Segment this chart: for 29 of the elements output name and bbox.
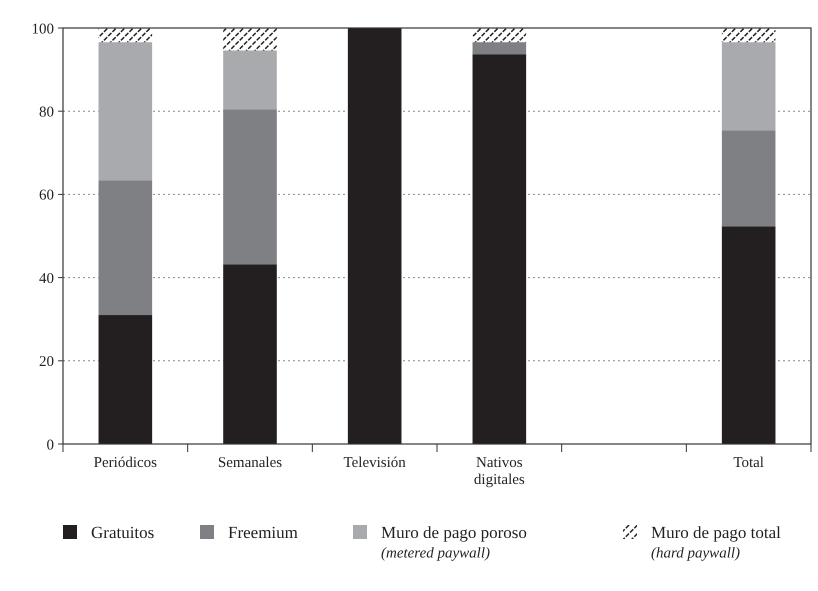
y-tick-label: 60: [39, 188, 54, 204]
y-tick-label: 20: [39, 354, 54, 370]
bar: [472, 42, 526, 54]
legend-label: Muro de pago total (hard paywall): [651, 522, 782, 562]
bar: [472, 54, 526, 444]
y-tick-label: 100: [32, 21, 54, 38]
y-tick-label: 0: [46, 437, 54, 454]
x-tick-label: Total: [733, 455, 764, 471]
legend-label: Muro de pago poroso (metered paywall): [381, 522, 527, 562]
bar: [722, 130, 776, 226]
bar: [223, 50, 277, 110]
bar: [722, 42, 776, 130]
bar: [98, 315, 152, 444]
bar: [472, 28, 526, 42]
legend-label: Freemium: [228, 522, 298, 542]
x-tick-label: Semanales: [218, 455, 282, 471]
x-tick-label: Televisión: [344, 455, 406, 471]
y-tick-label: 40: [39, 270, 54, 287]
bar: [98, 42, 152, 180]
legend-label: Gratuitos: [91, 522, 154, 542]
x-tick-label: Nativos digitales: [474, 455, 525, 488]
y-tick-label: 80: [39, 104, 54, 120]
bar: [98, 28, 152, 42]
bar: [722, 28, 776, 42]
bar: [223, 28, 277, 50]
bar: [348, 28, 402, 444]
bar: [722, 226, 776, 444]
bar: [223, 264, 277, 444]
x-tick-label: Periódicos: [94, 455, 158, 471]
